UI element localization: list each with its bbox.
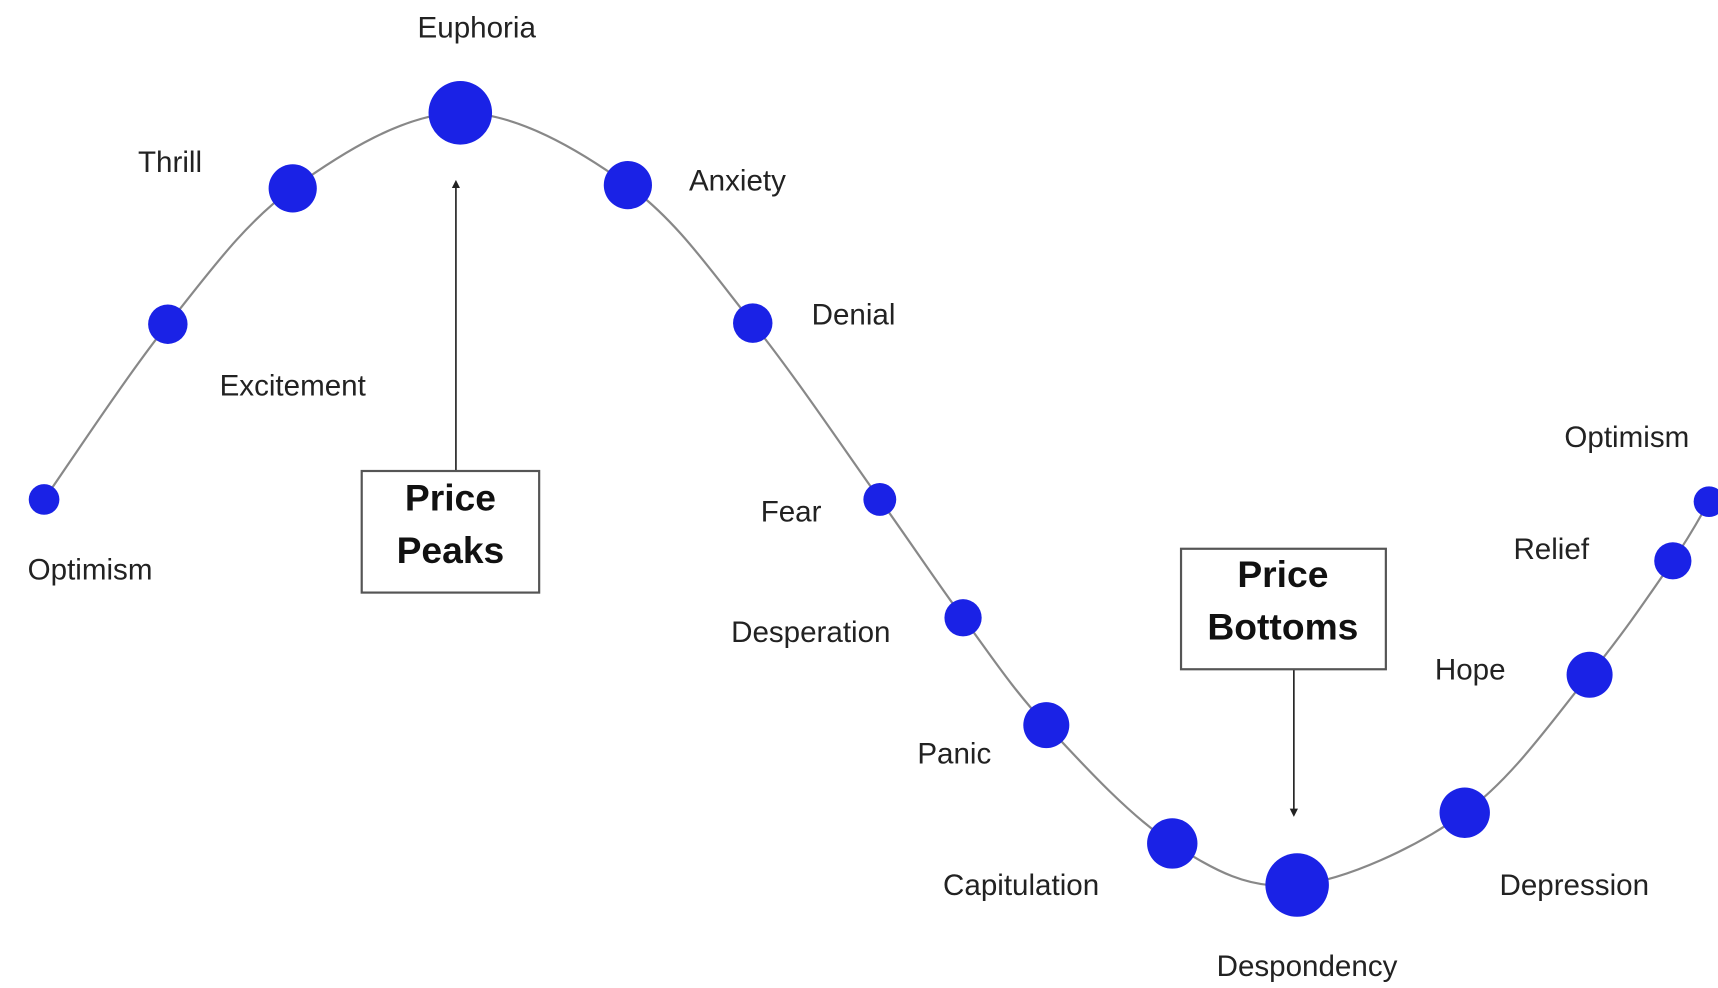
- stage-label: Capitulation: [943, 869, 1099, 902]
- stage-label: Optimism: [1564, 421, 1689, 454]
- stage-label: Excitement: [220, 370, 366, 403]
- stage-dot: [1439, 787, 1490, 838]
- stage-dot: [1654, 542, 1692, 580]
- stage-dot: [944, 599, 982, 637]
- stage-dot: [1023, 702, 1070, 749]
- stage-label: Despondency: [1217, 950, 1398, 983]
- stage-label: Relief: [1513, 533, 1589, 566]
- stage-dot: [428, 81, 493, 145]
- stage-label: Euphoria: [418, 11, 537, 44]
- stage-label: Panic: [917, 738, 991, 771]
- stage-dot: [733, 303, 773, 343]
- stage-label: Fear: [761, 496, 822, 529]
- bottom-box: [1179, 547, 1387, 671]
- stage-dot: [1566, 651, 1613, 698]
- stage-label: Thrill: [138, 146, 202, 179]
- stage-label: Optimism: [28, 554, 153, 587]
- peak-box: [360, 469, 541, 594]
- stage-dot: [1147, 818, 1198, 869]
- stage-dot: [28, 484, 60, 515]
- box-text: Bottoms: [1207, 606, 1358, 648]
- stage-label: Denial: [812, 298, 896, 331]
- stage-label: Anxiety: [689, 165, 786, 198]
- stage-dot: [268, 164, 317, 213]
- stage-dot: [603, 161, 652, 210]
- stage-label: Desperation: [731, 616, 890, 649]
- box-text: Peaks: [397, 529, 505, 571]
- stage-dot: [1265, 853, 1329, 917]
- stage-dot: [863, 483, 897, 516]
- box-text: Price: [1237, 553, 1328, 595]
- stage-dot: [1693, 486, 1718, 517]
- stage-label: Depression: [1499, 869, 1649, 902]
- stage-label: Hope: [1435, 653, 1506, 686]
- box-text: Price: [405, 476, 496, 518]
- stage-dot: [148, 304, 188, 344]
